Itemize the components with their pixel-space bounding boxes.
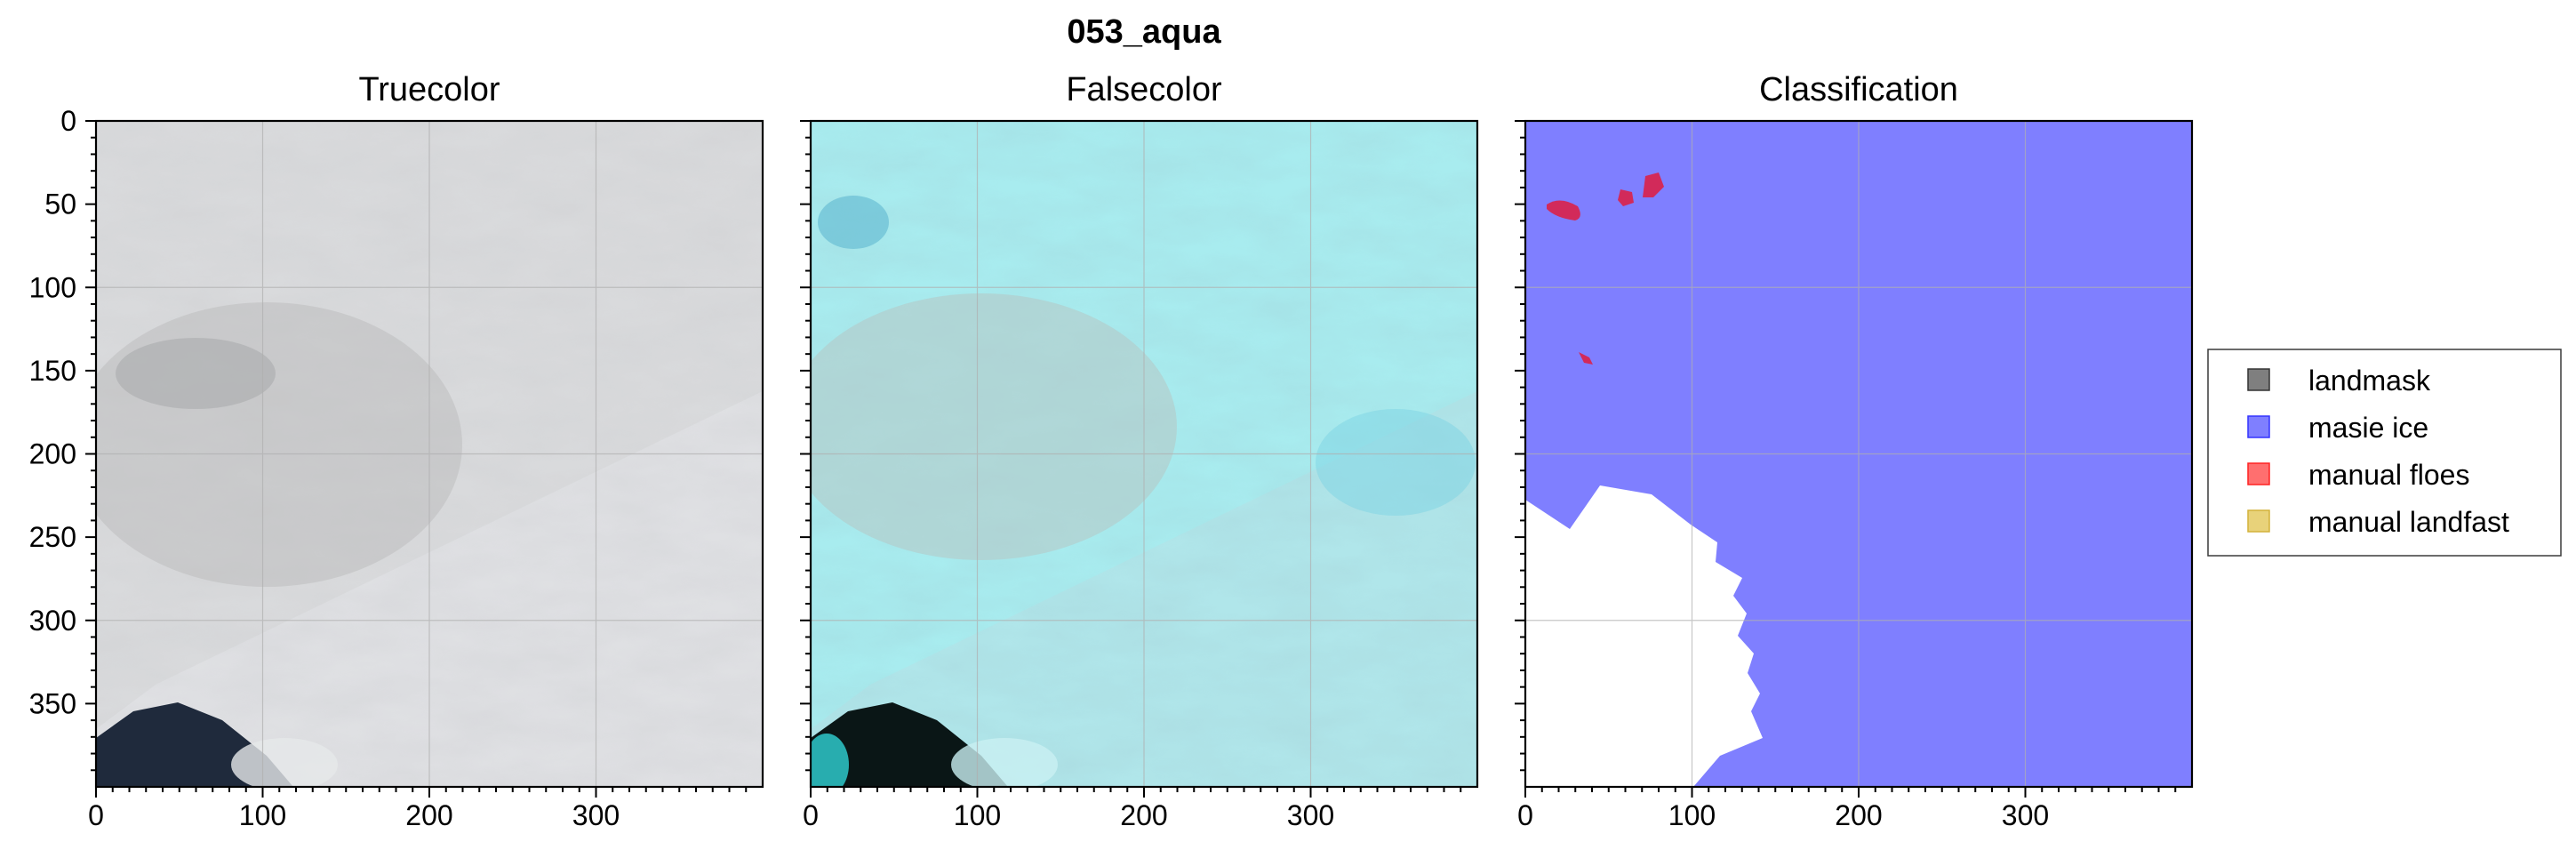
manual-floes (1547, 172, 1664, 365)
gridlines (96, 121, 2192, 787)
panel-title-classification: Classification (1759, 71, 1958, 108)
y-tick-label: 250 (29, 521, 76, 553)
falsecolor-panel (811, 121, 1477, 787)
truecolor-gray-band (96, 302, 462, 587)
x-tick-label: 0 (88, 799, 104, 831)
legend-item-manual-landfast: manual landfast (2247, 506, 2509, 538)
y-tick-label: 0 (60, 105, 76, 137)
falsecolor-blue-patch-2 (1316, 409, 1476, 516)
legend-swatch-landmask (2247, 368, 2270, 391)
truecolor-cloud-over-water (231, 738, 338, 787)
floe-1 (1547, 200, 1580, 221)
floe-3 (1643, 172, 1664, 197)
legend-label-landmask: landmask (2308, 365, 2431, 397)
legend-item-manual-floes: manual floes (2247, 459, 2469, 491)
x-tick-label: 100 (1668, 799, 1716, 831)
y-tick-label: 100 (29, 271, 76, 303)
y-tick-label: 200 (29, 438, 76, 470)
falsecolor-tan-band (811, 293, 1177, 560)
falsecolor-cyan-edge (811, 734, 849, 787)
legend-item-landmask: landmask (2247, 365, 2431, 397)
falsecolor-cloud-over-water (951, 738, 1058, 787)
x-tick-label: 0 (803, 799, 819, 831)
legend-label-masie-ice: masie ice (2308, 412, 2428, 444)
legend-swatch-manual-floes (2247, 462, 2270, 485)
x-tick-label: 300 (2002, 799, 2049, 831)
figure-suptitle: 053_aqua (1067, 13, 1221, 51)
legend-swatch-masie-ice (2247, 415, 2270, 438)
legend-item-masie-ice: masie ice (2247, 412, 2428, 444)
x-tick-label: 300 (1287, 799, 1334, 831)
x-tick-label: 200 (1835, 799, 1882, 831)
x-tick-label: 100 (954, 799, 1001, 831)
x-tick-label: 0 (1517, 799, 1533, 831)
legend-label-manual-floes: manual floes (2308, 459, 2469, 491)
floe-2 (1618, 189, 1634, 206)
x-tick-label: 200 (405, 799, 452, 831)
floe-4 (1579, 352, 1593, 365)
panel-title-truecolor: Truecolor (358, 71, 500, 108)
y-tick-label: 50 (44, 188, 76, 221)
truecolor-gray-patch (116, 338, 276, 409)
truecolor-panel (96, 121, 763, 787)
y-tick-label: 350 (29, 687, 76, 719)
legend-label-manual-landfast: manual landfast (2308, 506, 2509, 538)
legend: landmask masie ice manual floes manual l… (2207, 349, 2562, 557)
x-tick-labels: 0 100 200 300 0 100 200 300 0 100 200 300 (88, 799, 2049, 831)
x-tick-label: 200 (1120, 799, 1167, 831)
x-tick-label: 300 (572, 799, 620, 831)
y-tick-label: 300 (29, 605, 76, 637)
y-tick-labels: 0 50 100 150 200 250 300 350 (29, 105, 76, 719)
x-tick-label: 100 (239, 799, 286, 831)
falsecolor-blue-patch (818, 196, 889, 249)
legend-swatch-manual-landfast (2247, 509, 2270, 533)
y-tick-label: 150 (29, 355, 76, 387)
panel-title-falsecolor: Falsecolor (1066, 71, 1222, 108)
axes (85, 119, 2194, 798)
